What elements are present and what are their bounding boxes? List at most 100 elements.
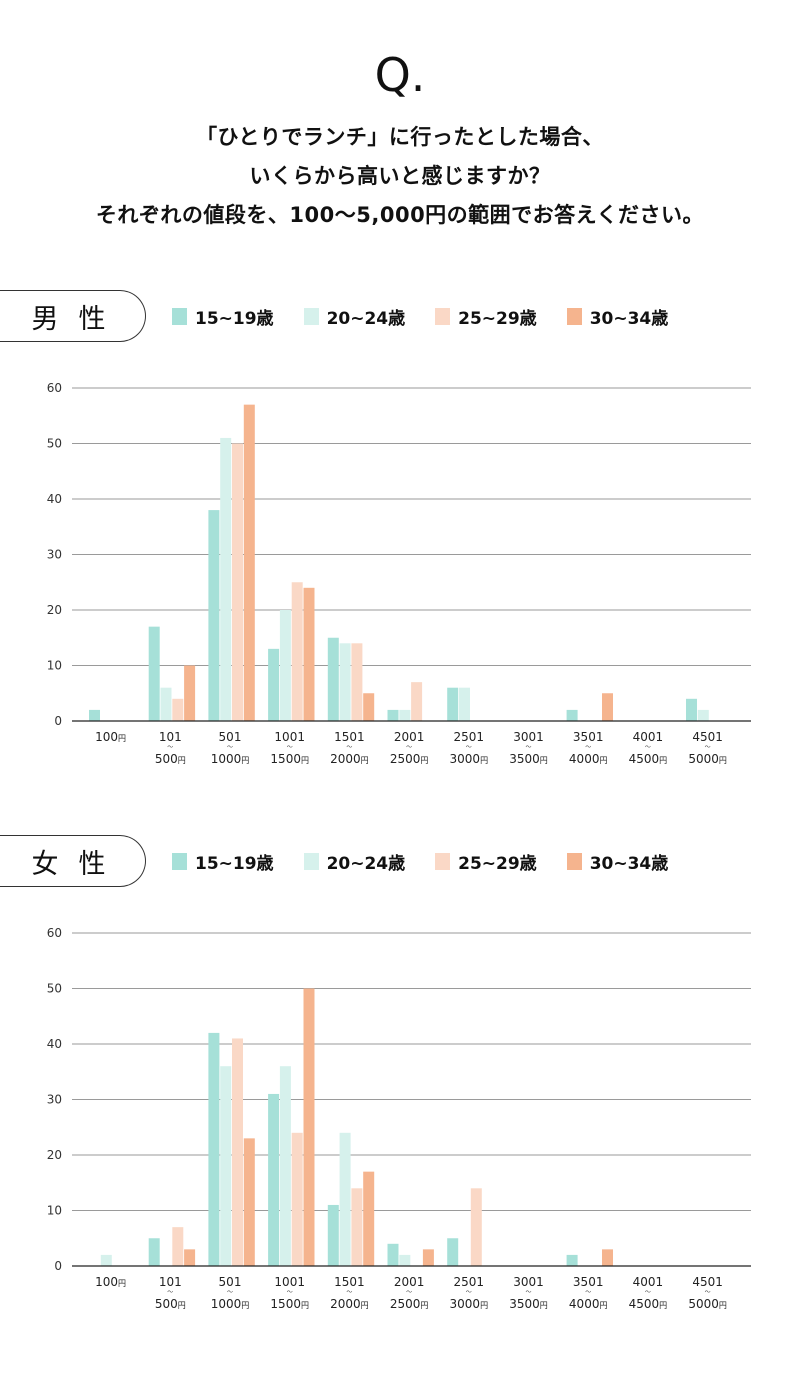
x-tick-label: 3501 bbox=[573, 1275, 604, 1289]
bar bbox=[387, 709, 399, 721]
x-tick-label: 3500円 bbox=[509, 1297, 548, 1311]
bar bbox=[422, 1249, 434, 1266]
legend-item: 20~24歳 bbox=[303, 849, 405, 874]
x-tick-range-mark: 〜 bbox=[585, 1289, 591, 1296]
x-tick-range-mark: 〜 bbox=[466, 744, 472, 751]
bar bbox=[220, 437, 232, 721]
x-tick-label: 500円 bbox=[155, 752, 186, 766]
bar bbox=[232, 443, 243, 721]
bar bbox=[363, 693, 375, 721]
y-tick-label: 40 bbox=[47, 492, 62, 506]
bar bbox=[459, 687, 470, 721]
female-legend: 15~19歳 20~24歳 25~29歳 30~34歳 bbox=[172, 849, 668, 874]
x-tick-label: 1000円 bbox=[211, 1297, 250, 1311]
x-tick-label: 100円 bbox=[95, 1275, 126, 1289]
bar bbox=[279, 610, 291, 721]
x-tick-range-mark: 〜 bbox=[585, 744, 591, 751]
bar bbox=[268, 1093, 280, 1266]
x-tick-range-mark: 〜 bbox=[406, 744, 412, 751]
bar bbox=[268, 648, 280, 721]
y-tick-label: 40 bbox=[47, 1037, 62, 1051]
x-tick-label: 4000円 bbox=[569, 752, 608, 766]
x-tick-label: 101 bbox=[159, 1275, 182, 1289]
legend-label: 15~19歳 bbox=[195, 854, 274, 874]
question-mark: Q. bbox=[374, 48, 426, 102]
y-tick-label: 10 bbox=[47, 1204, 62, 1218]
bar bbox=[220, 1066, 232, 1266]
bar bbox=[602, 693, 613, 721]
bar bbox=[351, 643, 363, 721]
x-tick-label: 2500円 bbox=[390, 752, 429, 766]
bar bbox=[279, 1066, 291, 1266]
x-tick-label: 3001 bbox=[513, 1275, 544, 1289]
bar bbox=[602, 1249, 613, 1266]
x-tick-label: 3500円 bbox=[509, 752, 548, 766]
bar bbox=[447, 1238, 459, 1266]
x-tick-label: 101 bbox=[159, 730, 182, 744]
legend-swatch-30-34 bbox=[566, 853, 582, 870]
x-tick-range-mark: 〜 bbox=[346, 744, 352, 751]
bar bbox=[303, 988, 315, 1266]
x-tick-label: 5000円 bbox=[688, 1297, 727, 1311]
male-section: 男性 15~19歳 20~24歳 25~29歳 30~34歳 0 10 20 30 40… bbox=[0, 290, 800, 780]
bar bbox=[100, 1254, 112, 1266]
legend-swatch-25-29 bbox=[435, 853, 451, 870]
bar bbox=[470, 1188, 482, 1266]
bar bbox=[566, 709, 578, 721]
bar bbox=[160, 687, 172, 721]
x-tick-label: 1000円 bbox=[211, 752, 250, 766]
y-tick-label: 10 bbox=[47, 659, 62, 673]
question-line-1: 「ひとりでランチ」に行ったとした場合、 bbox=[196, 125, 604, 149]
x-tick-label: 2501 bbox=[454, 730, 485, 744]
bar bbox=[184, 1249, 196, 1266]
x-tick-label: 2501 bbox=[454, 1275, 485, 1289]
x-tick-label: 3000円 bbox=[450, 1297, 489, 1311]
female-label: 女性 bbox=[0, 835, 146, 887]
x-tick-label: 4001 bbox=[633, 730, 664, 744]
legend-swatch-15-19 bbox=[172, 853, 187, 870]
x-tick-range-mark: 〜 bbox=[705, 744, 711, 751]
bar bbox=[351, 1188, 363, 1266]
x-tick-label: 3001 bbox=[513, 730, 544, 744]
x-tick-range-mark: 〜 bbox=[525, 1289, 531, 1296]
question-line-2: いくらから高いと感じますか？ bbox=[249, 164, 551, 188]
x-tick-label: 4501 bbox=[692, 730, 723, 744]
bar bbox=[208, 510, 220, 721]
legend-swatch-25-29 bbox=[435, 308, 451, 325]
bar bbox=[148, 626, 160, 721]
x-tick-range-mark: 〜 bbox=[645, 744, 651, 751]
legend-item: 30~34歳 bbox=[566, 849, 668, 874]
x-tick-range-mark: 〜 bbox=[227, 744, 233, 751]
legend-item: 25~29歳 bbox=[435, 849, 537, 874]
female-section: 女性 15~19歳 20~24歳 25~29歳 30~34歳 0 10 20 30 40… bbox=[0, 835, 800, 1325]
y-tick-label: 30 bbox=[47, 548, 62, 562]
x-tick-label: 4500円 bbox=[629, 752, 668, 766]
x-tick-range-mark: 〜 bbox=[406, 1289, 412, 1296]
bar bbox=[291, 1132, 303, 1266]
legend-label: 30~34歳 bbox=[589, 309, 669, 329]
x-tick-label: 1001 bbox=[274, 1275, 305, 1289]
x-tick-label: 3000円 bbox=[450, 752, 489, 766]
bar bbox=[327, 1204, 339, 1266]
x-tick-label: 501 bbox=[219, 730, 242, 744]
y-tick-label: 60 bbox=[47, 381, 62, 395]
x-tick-label: 1500円 bbox=[270, 752, 309, 766]
y-tick-label: 30 bbox=[47, 1093, 62, 1107]
bar bbox=[148, 1238, 160, 1266]
x-tick-range-mark: 〜 bbox=[466, 1289, 472, 1296]
x-tick-label: 2000円 bbox=[330, 1297, 369, 1311]
male-label: 男性 bbox=[0, 290, 146, 342]
y-tick-label: 50 bbox=[47, 437, 62, 451]
bar bbox=[411, 682, 423, 721]
bar bbox=[339, 1132, 351, 1266]
bar bbox=[339, 643, 351, 721]
legend-swatch-20-24 bbox=[303, 853, 319, 870]
y-tick-label: 0 bbox=[54, 1259, 62, 1273]
bar bbox=[327, 637, 339, 721]
x-tick-label: 2500円 bbox=[390, 1297, 429, 1311]
x-tick-range-mark: 〜 bbox=[525, 744, 531, 751]
y-tick-label: 0 bbox=[54, 714, 62, 728]
legend-swatch-15-19 bbox=[172, 308, 187, 325]
